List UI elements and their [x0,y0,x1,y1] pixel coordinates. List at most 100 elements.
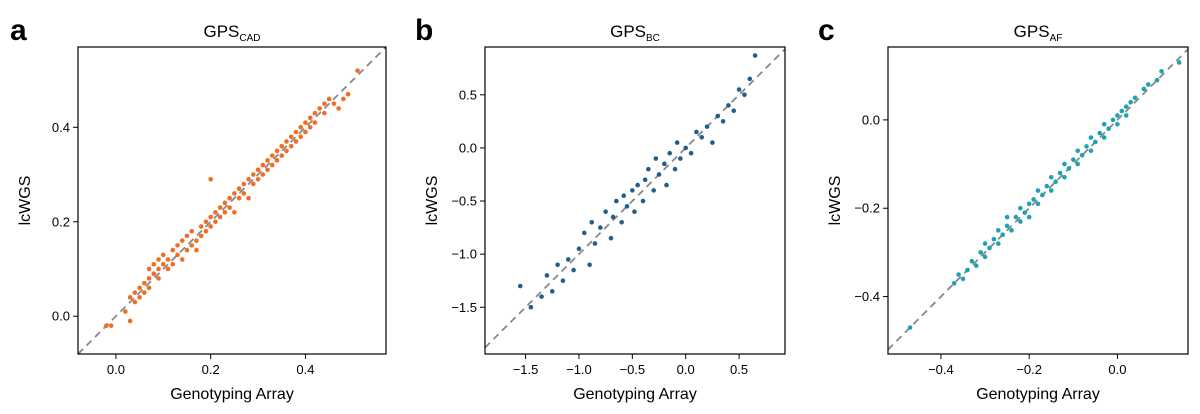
data-point [307,124,313,130]
data-point [1088,135,1094,140]
data-point [1106,126,1111,132]
data-point [265,167,270,173]
data-point [274,158,280,163]
data-point [603,209,608,214]
data-point [587,262,592,268]
data-point [179,238,185,243]
data-point [969,258,975,264]
data-point [710,140,715,145]
data-point [1004,214,1010,220]
data-point [571,267,576,273]
data-point [1026,201,1032,207]
data-point [995,241,1001,246]
data-point [1040,192,1045,198]
data-point [581,230,587,236]
data-point [960,276,966,282]
x-tick-label: 0.4 [296,362,314,377]
data-point [1145,82,1151,87]
data-point [747,76,753,82]
data-point [995,228,1001,233]
data-point [651,188,656,193]
data-point [127,318,133,324]
data-point [1128,99,1133,105]
data-point [1115,122,1120,127]
data-point [1093,139,1098,145]
data-point [576,246,582,252]
data-point [194,247,199,253]
data-point [260,162,266,168]
data-point [170,261,176,267]
data-point [208,214,213,220]
y-tick-label: −1.5 [451,300,477,315]
data-point [1159,68,1164,74]
data-point [284,139,289,144]
x-axis-label: Genotyping Array [170,386,294,403]
data-point [1062,175,1067,180]
data-point [151,261,157,267]
chart-panel-c: c GPSAF −0.4 −0.2 0.0 −0.4 −0.2 0.0 Genotyping A… [818,14,1189,403]
data-point [1141,86,1147,92]
data-point [1057,170,1063,176]
data-point [345,91,351,97]
data-point [274,148,280,154]
data-point [326,96,332,102]
chart-title-subscript: BC [646,33,660,44]
data-point [255,167,261,173]
data-point [203,219,209,225]
data-point [222,200,228,206]
data-point [165,266,171,272]
data-point [1048,175,1054,180]
data-point [683,145,689,151]
data-point [544,273,550,278]
data-point [1035,188,1041,193]
data-point [156,276,161,281]
data-point [667,150,672,156]
data-point [241,181,247,187]
y-axis-label: lcWGS [424,176,441,226]
data-point [213,210,218,215]
data-point [222,210,228,215]
data-point [699,134,705,140]
reference-line [78,47,386,354]
data-point [1097,130,1103,136]
data-point [1004,223,1010,229]
data-point [303,129,308,135]
data-point [1123,113,1129,118]
data-point [560,278,566,284]
data-point [236,195,242,201]
x-tick-label: −0.2 [1016,362,1042,377]
data-point [232,210,237,215]
data-point [160,261,166,267]
data-point [146,285,152,291]
data-point [742,92,747,98]
y-tick-label: 0.0 [52,309,70,324]
data-point [341,96,346,102]
data-point [1066,166,1072,171]
data-point [260,172,266,177]
data-point [298,124,304,130]
x-tick-label: 0.0 [107,362,125,377]
data-point [1031,197,1036,202]
data-point [539,294,544,299]
data-point [269,162,275,168]
data-point [123,309,128,314]
data-point [528,304,534,310]
data-point [1084,144,1089,149]
data-point [694,129,699,135]
data-point [1026,214,1032,220]
x-tick-label: −1.5 [513,362,539,377]
data-point [184,233,190,239]
data-point [307,115,313,121]
data-point [1018,219,1023,224]
data-point [978,250,983,255]
data-point [592,241,598,246]
data-point [1079,152,1085,158]
data-point [632,209,637,214]
plot-frame [484,46,786,355]
data-point [951,281,957,286]
x-tick-label: 0.0 [1108,362,1126,377]
data-point [251,172,256,177]
data-point [208,224,213,229]
data-point [265,158,270,163]
